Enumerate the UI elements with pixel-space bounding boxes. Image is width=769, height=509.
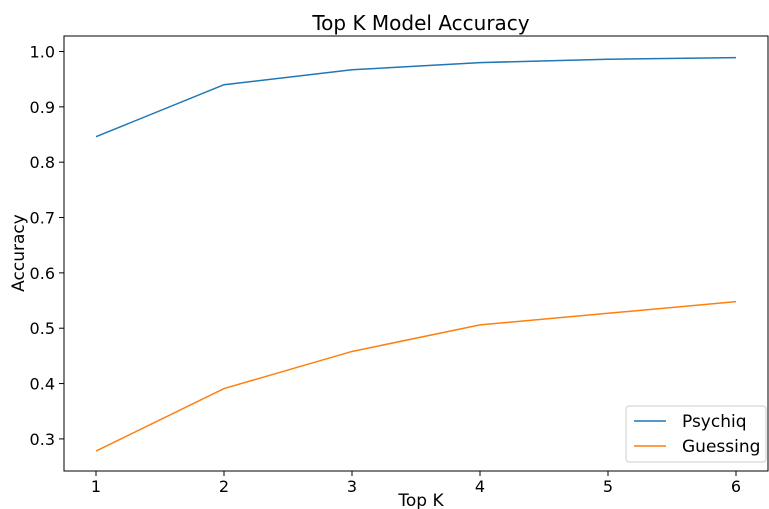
legend: Psychiq Guessing — [625, 405, 767, 463]
chart-title: Top K Model Accuracy — [311, 11, 529, 35]
y-axis: 0.3 0.4 0.5 0.6 0.7 0.8 0.9 1.0 — [30, 42, 64, 449]
y-tick-label: 0.5 — [30, 319, 55, 338]
plot-frame — [63, 35, 769, 472]
x-axis-label: Top K — [397, 491, 444, 509]
x-tick-label: 4 — [475, 477, 485, 496]
plot-area: 1 2 3 4 5 6 0.3 0.4 0.5 0.6 0.7 0.8 0.9 1.0 — [30, 35, 769, 496]
series-line-guessing — [95, 300, 737, 452]
legend-label-psychiq: Psychiq — [682, 412, 747, 432]
series-layer — [95, 56, 737, 452]
x-tick-label: 5 — [603, 477, 613, 496]
y-tick-label: 0.4 — [30, 375, 55, 394]
legend-box — [625, 405, 767, 463]
y-tick-label: 1.0 — [30, 42, 55, 61]
y-axis-label: Accuracy — [9, 214, 29, 292]
y-tick-label: 0.9 — [30, 98, 55, 117]
series-line-psychiq — [95, 56, 737, 138]
y-tick-label: 0.6 — [30, 264, 55, 283]
x-tick-label: 1 — [91, 477, 101, 496]
y-tick-label: 0.3 — [30, 430, 55, 449]
x-tick-label: 2 — [219, 477, 229, 496]
x-tick-label: 6 — [731, 477, 741, 496]
y-tick-label: 0.7 — [30, 209, 55, 228]
x-tick-label: 3 — [347, 477, 357, 496]
y-tick-label: 0.8 — [30, 153, 55, 172]
legend-label-guessing: Guessing — [682, 437, 760, 457]
x-axis: 1 2 3 4 5 6 — [91, 471, 741, 496]
